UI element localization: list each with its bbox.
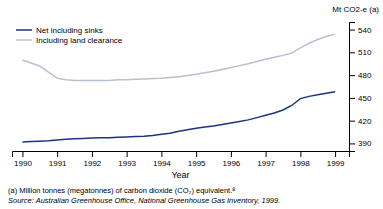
x-tick-label: 1994 [153,159,171,168]
series-line [22,34,335,80]
x-tick-label: 1995 [188,159,206,168]
x-tick: 1991 [49,151,67,168]
x-tick: 1998 [292,151,310,168]
x-tick: 1995 [188,151,206,168]
x-tick-mark [335,151,336,157]
x-tick: 1997 [257,151,275,168]
x-tick: 1999 [327,151,345,168]
y-tick-mark [349,121,355,122]
x-tick: 1996 [222,151,240,168]
y-tick: 450 [349,94,372,103]
x-tick: 1994 [153,151,171,168]
x-axis-line [13,152,350,158]
x-tick-mark [266,151,267,157]
x-tick-mark [231,151,232,157]
x-tick-mark [196,151,197,157]
y-tick: 480 [349,71,372,80]
x-tick-label: 1998 [292,159,310,168]
legend-item: Net including sinks [16,26,103,35]
x-tick-label: 1991 [49,159,67,168]
x-tick-mark [22,151,23,157]
y-tick-mark [349,30,355,31]
y-tick-mark [349,143,355,144]
x-tick-label: 1997 [257,159,275,168]
y-tick-label: 510 [358,48,372,57]
x-tick-mark [127,151,128,157]
x-tick-label: 1996 [222,159,240,168]
y-tick-mark [349,98,355,99]
x-axis: 1990 1991 1992 1993 1994 1995 1996 1997 1998 1999 [13,151,350,168]
y-tick-label: 390 [358,139,372,148]
x-tick-label: 1990 [14,159,32,168]
y-tick-label: 480 [358,71,372,80]
legend-item: Including land clearance [16,36,123,45]
lines [22,34,335,142]
series-line [22,92,335,142]
x-tick-label: 1992 [84,159,102,168]
chart: 1990 1991 1992 1993 1994 1995 1996 1997 1998 1999… [0,0,383,209]
y-tick-label: 450 [358,94,372,103]
y-tick: 420 [349,117,372,126]
x-tick-mark [57,151,58,157]
legend-swatch [16,39,32,41]
x-axis-label: Year [171,170,189,180]
x-tick-mark [161,151,162,157]
x-tick: 1993 [118,151,136,168]
x-tick-mark [92,151,93,157]
x-tick: 1992 [84,151,102,168]
y-tick: 540 [349,26,372,35]
x-tick-label: 1999 [327,159,345,168]
legend: Net including sinksIncluding land cleara… [16,26,123,45]
y-tick-label: 420 [358,117,372,126]
x-tick-mark [300,151,301,157]
y-tick: 390 [349,139,372,148]
y-axis-line [350,23,356,152]
y-tick: 510 [349,48,372,57]
plot: 1990 1991 1992 1993 1994 1995 1996 1997 1998 1999… [13,23,372,181]
y-axis-label: Mt CO2-e (a) [332,5,379,14]
legend-label: Including land clearance [36,36,123,45]
y-tick-mark [349,52,355,53]
x-tick-label: 1993 [118,159,136,168]
y-axis: 390 420 450 480 510 540 [349,23,372,152]
y-tick-label: 540 [358,26,372,35]
x-tick: 1990 [14,151,32,168]
legend-swatch [16,29,32,31]
y-tick-mark [349,75,355,76]
footnote: Source: Australian Greenhouse Office, Na… [8,196,280,205]
legend-label: Net including sinks [36,26,103,35]
footnote: (a) Million tonnes (megatonnes) of carbo… [8,186,235,195]
